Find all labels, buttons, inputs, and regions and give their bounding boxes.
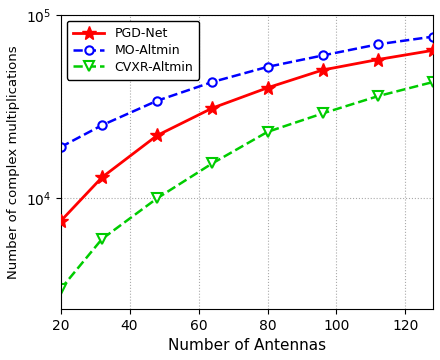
PGD-Net — [430, 48, 436, 53]
Y-axis label: Number of complex multiplications: Number of complex multiplications — [7, 45, 20, 279]
CVXR-Altmin — [154, 196, 160, 201]
MO-Altmin — [154, 99, 160, 103]
MO-Altmin — [99, 123, 105, 127]
MO-Altmin — [58, 145, 63, 149]
Line: CVXR-Altmin: CVXR-Altmin — [56, 77, 438, 294]
Line: MO-Altmin: MO-Altmin — [56, 32, 437, 151]
PGD-Net — [210, 106, 215, 110]
PGD-Net — [320, 68, 325, 72]
MO-Altmin — [375, 42, 381, 46]
PGD-Net — [99, 175, 105, 180]
X-axis label: Number of Antennas: Number of Antennas — [168, 338, 326, 353]
MO-Altmin — [430, 35, 436, 39]
CVXR-Altmin — [99, 237, 105, 241]
PGD-Net — [58, 219, 63, 223]
MO-Altmin — [320, 53, 325, 58]
PGD-Net — [375, 57, 381, 62]
CVXR-Altmin — [210, 161, 215, 166]
CVXR-Altmin — [375, 94, 381, 98]
CVXR-Altmin — [430, 80, 436, 84]
PGD-Net — [265, 86, 270, 90]
CVXR-Altmin — [320, 111, 325, 116]
MO-Altmin — [210, 80, 215, 84]
PGD-Net — [154, 133, 160, 138]
MO-Altmin — [265, 65, 270, 69]
Line: PGD-Net: PGD-Net — [54, 43, 440, 228]
CVXR-Altmin — [265, 130, 270, 134]
Legend: PGD-Net, MO-Altmin, CVXR-Altmin: PGD-Net, MO-Altmin, CVXR-Altmin — [67, 21, 199, 80]
CVXR-Altmin — [58, 287, 63, 291]
